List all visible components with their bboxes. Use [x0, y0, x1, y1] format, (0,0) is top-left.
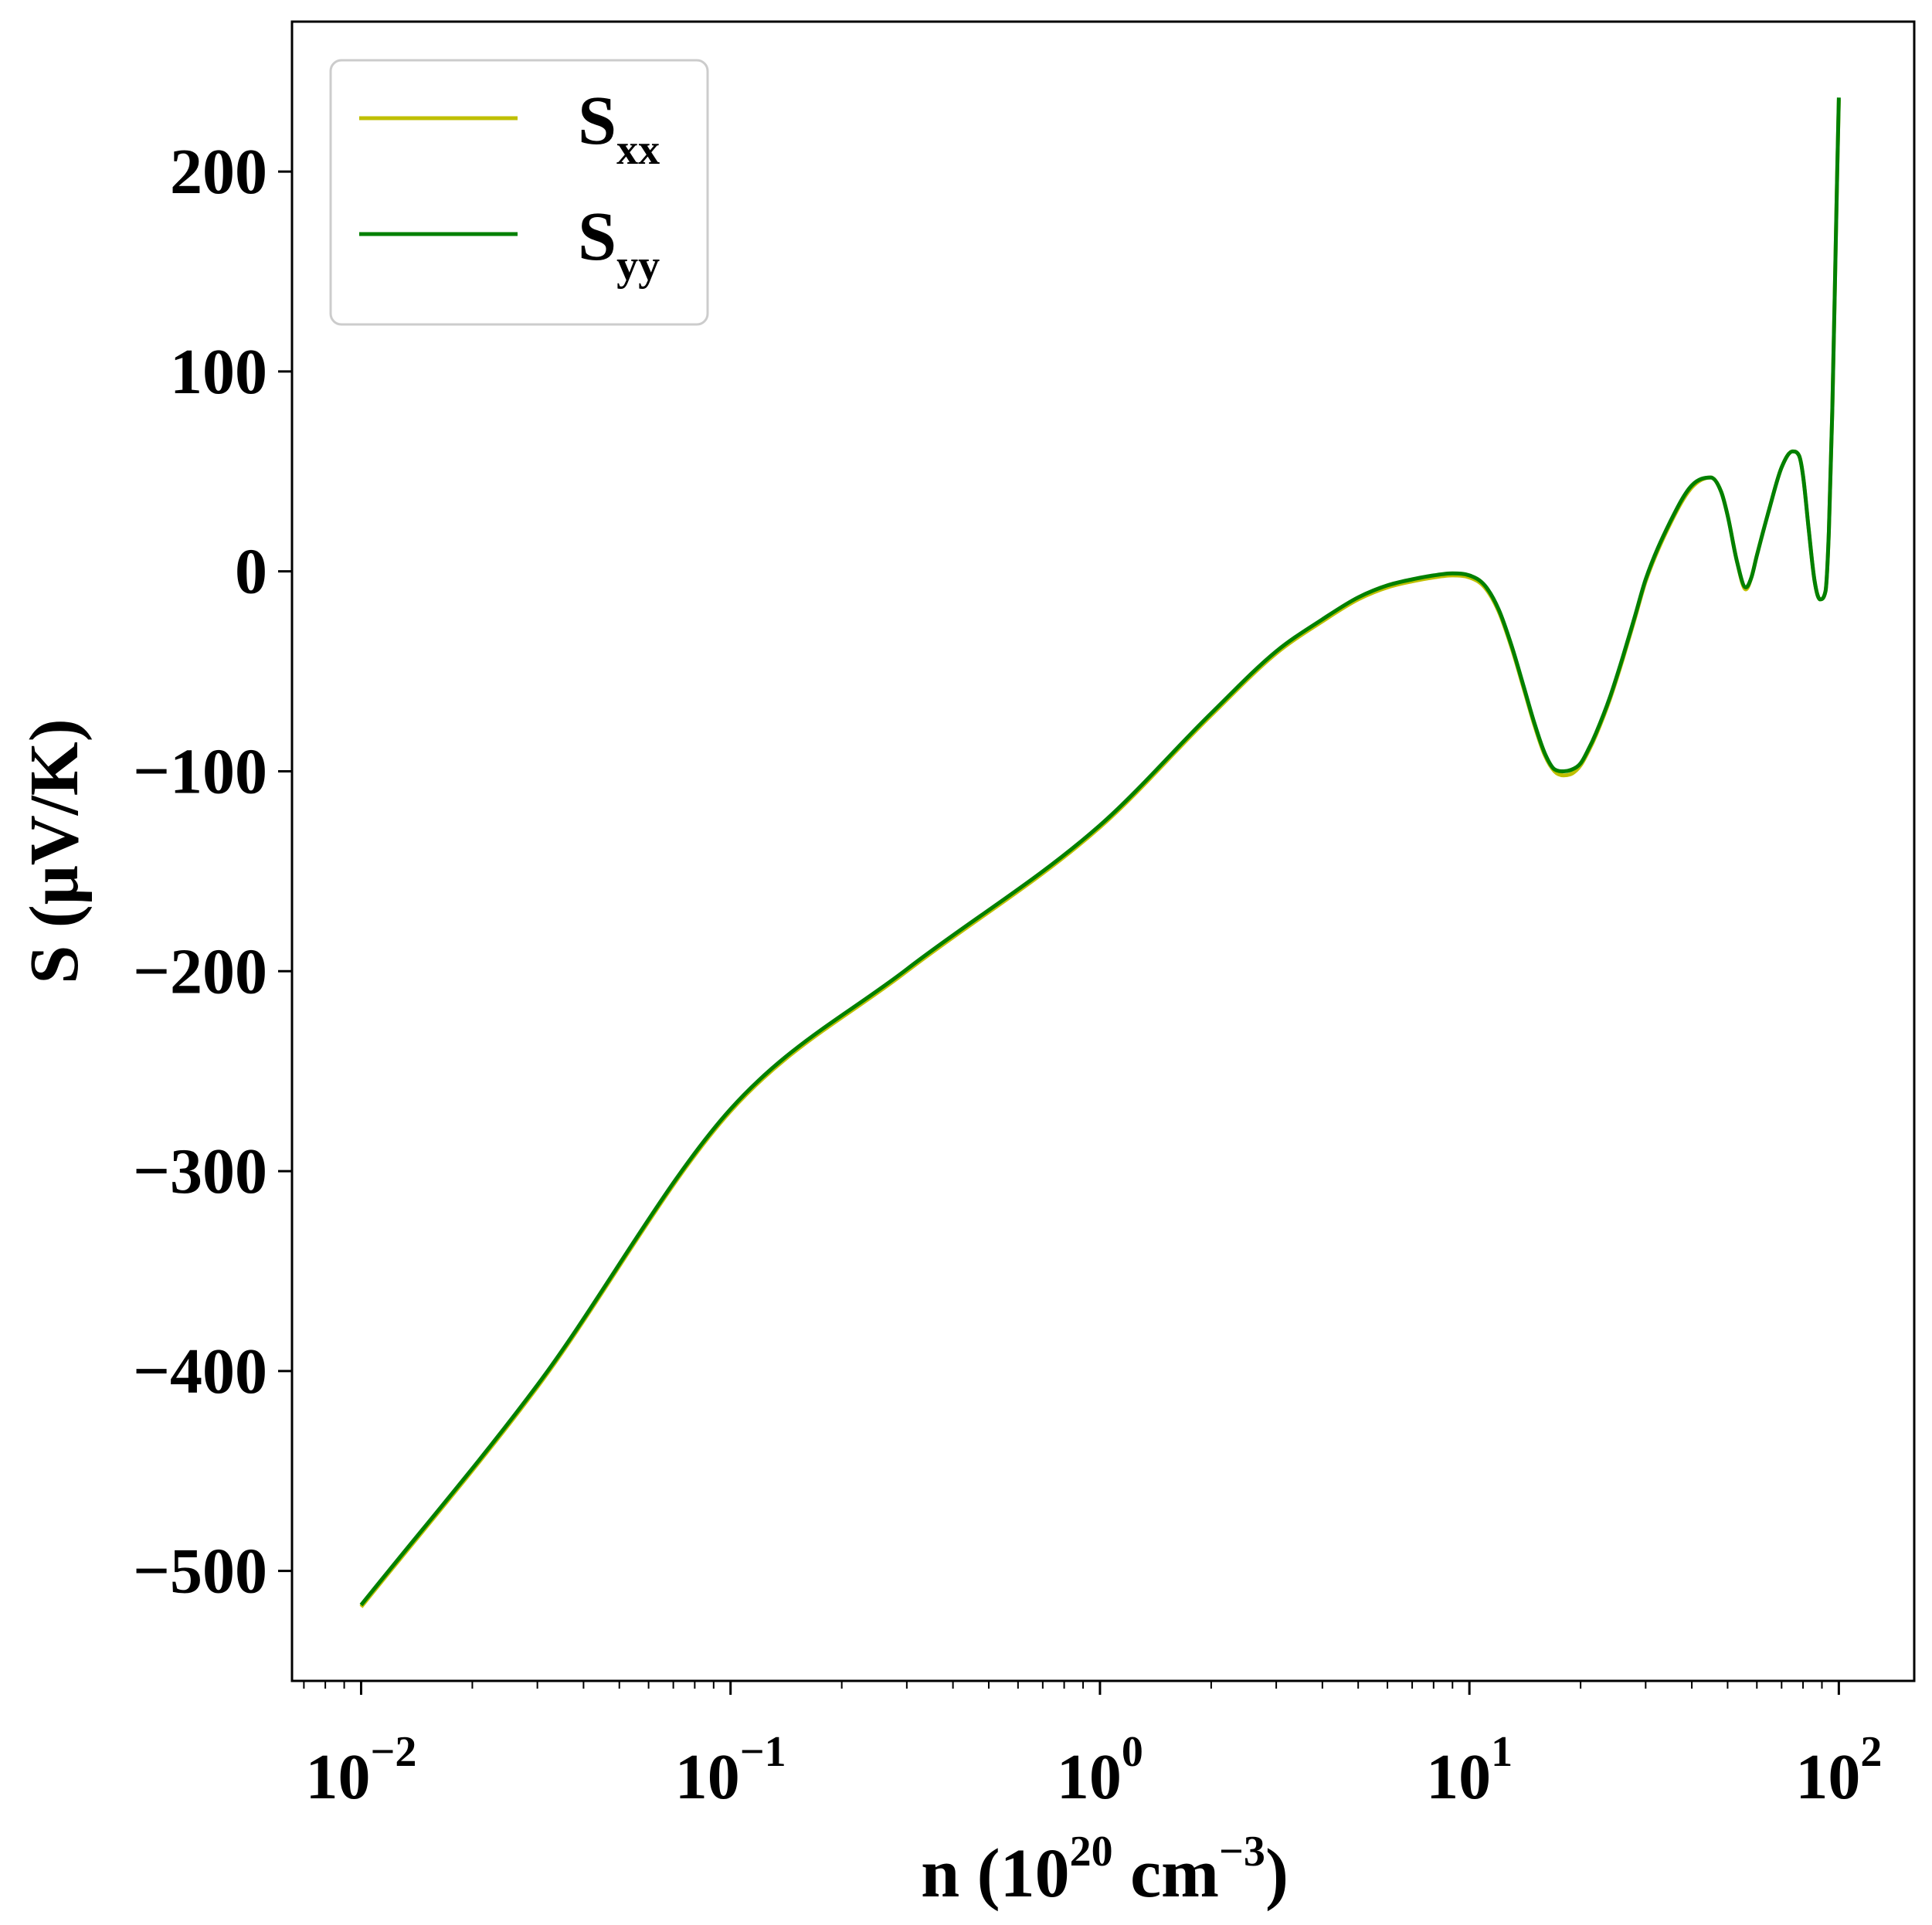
series-lines [359, 97, 1841, 1608]
y-tick-label: −100 [133, 735, 267, 807]
x-tick-label: 102 [1795, 1728, 1882, 1813]
x-tick-label: 10−2 [306, 1728, 417, 1813]
legend-label-syy: Syy [578, 199, 660, 290]
x-tick-label: 101 [1426, 1728, 1513, 1813]
y-tick-label: 100 [170, 336, 267, 408]
legend-label-sxx: Sxx [578, 83, 660, 174]
x-tick-label: 100 [1057, 1728, 1143, 1813]
x-tick-label: 10−1 [675, 1728, 786, 1813]
legend-box [329, 59, 709, 326]
y-axis-ticks: 200 100 0 −100 −200 −300 −400 −500 [133, 136, 292, 1608]
y-tick-label: −500 [133, 1536, 267, 1608]
y-tick-label: 0 [235, 536, 267, 608]
y-axis-label: S (μV/K) [16, 718, 93, 984]
y-tick-label: 200 [170, 136, 267, 208]
x-axis-label: n (1020 cm−3) [921, 1828, 1289, 1912]
x-axis-ticks: 10−2 10−1 100 101 102 [303, 1681, 1882, 1813]
y-tick-label: −300 [133, 1136, 267, 1207]
series-line-syy [359, 97, 1841, 1607]
legend: Sxx Syy [329, 59, 709, 326]
y-tick-label: −400 [133, 1336, 267, 1407]
y-tick-label: −200 [133, 935, 267, 1007]
